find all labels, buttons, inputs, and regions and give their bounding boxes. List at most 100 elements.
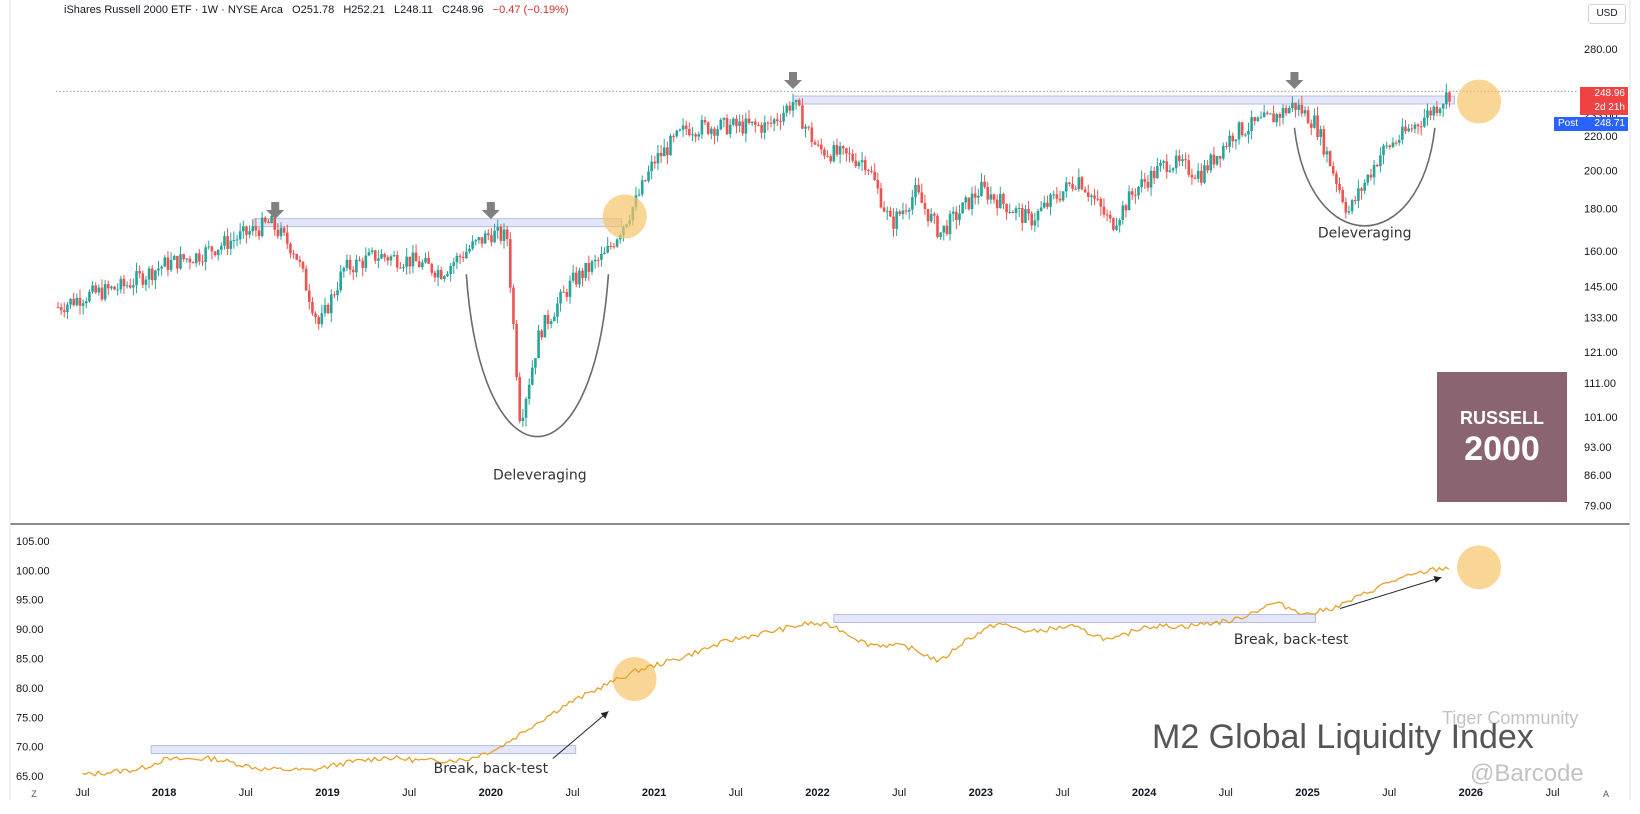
candle-body	[157, 268, 160, 271]
candle-body	[882, 207, 886, 212]
close-value: 248.96	[449, 4, 484, 16]
price-pane: Deleveraging Deleveraging	[9, 0, 1631, 800]
candle-body	[681, 125, 685, 130]
candle-body	[1140, 179, 1143, 188]
candle-body	[1448, 92, 1451, 102]
candle-body	[1250, 117, 1253, 132]
candle-body	[1215, 156, 1219, 165]
candle-body	[640, 180, 644, 195]
auto-scale-button[interactable]: A	[1602, 789, 1609, 799]
candle-body	[1313, 115, 1316, 128]
candle-body	[757, 124, 760, 126]
liquidity-tick-label: 65.00	[16, 771, 44, 783]
candle-body	[1193, 177, 1197, 179]
candle-body	[1413, 124, 1417, 129]
price-tick-label: 101.00	[1584, 412, 1618, 424]
candle-body	[1168, 170, 1172, 172]
low-value: 248.11	[400, 4, 433, 16]
candle-body	[948, 213, 952, 235]
currency-button[interactable]: USD	[1588, 4, 1626, 24]
candle-body	[106, 284, 110, 289]
arrow-2	[1340, 576, 1442, 609]
consolidation-zone-2	[833, 614, 1317, 623]
candle-body	[1372, 164, 1376, 178]
candle-body	[829, 156, 832, 162]
candle-body	[615, 239, 619, 247]
time-axis: Jul 2018 Jul 2019 Jul 2020 Jul 2021 Jul 2022 Jul 20…	[75, 787, 1559, 799]
candle-body	[782, 112, 785, 122]
russell-label-line1: RUSSELL	[1459, 408, 1544, 428]
candle-body	[188, 258, 192, 263]
candle-body	[147, 268, 151, 280]
candle-body	[383, 254, 386, 258]
candle-body	[1287, 107, 1291, 114]
price-tick-label: 133.00	[1584, 313, 1618, 325]
highlight-circle-1-1	[602, 194, 647, 239]
candle-body	[920, 192, 924, 203]
candle-body	[1407, 128, 1410, 132]
russell-label-line2: 2000	[1464, 430, 1540, 468]
candle-body	[860, 160, 864, 163]
candle-body	[1212, 154, 1216, 165]
candle-body	[612, 246, 616, 248]
candle-body	[367, 252, 371, 256]
candle-body	[421, 262, 424, 268]
zoom-reset-button[interactable]: Z	[31, 789, 37, 799]
annotation-break-backtest: Break, back-test	[1234, 632, 1349, 648]
candle-body	[198, 253, 201, 262]
candle-body	[973, 193, 977, 198]
candle-body	[320, 313, 324, 325]
candle-body	[1275, 114, 1279, 123]
price-tick-label: 79.00	[1584, 501, 1612, 513]
time-tick-label: Jul	[1382, 787, 1396, 799]
candle-body	[465, 251, 468, 259]
candle-body	[317, 317, 321, 325]
candle-body	[1369, 174, 1373, 178]
candle-body	[1096, 198, 1099, 200]
candle-body	[251, 226, 255, 232]
candle-body	[804, 126, 807, 129]
candle-body	[364, 255, 368, 268]
price-tick-label: 160.00	[1584, 246, 1618, 258]
candle-body	[879, 188, 883, 208]
candle-body	[1011, 211, 1015, 214]
candle-body	[885, 210, 889, 212]
candle-body	[141, 273, 145, 285]
candle-body	[596, 259, 600, 261]
time-tick-label: Jul	[402, 787, 416, 799]
candle-body	[527, 384, 531, 399]
candle-body	[1102, 206, 1106, 215]
candle-body	[1244, 134, 1247, 136]
candle-body	[1366, 174, 1370, 183]
candle-body	[854, 160, 858, 167]
arrow-1-head	[600, 711, 609, 719]
price-tick-label: 111.00	[1584, 378, 1616, 390]
countdown-badge: 2d 21h	[1580, 101, 1628, 115]
highlight-circle-2-1	[612, 657, 657, 702]
candle-body	[311, 301, 314, 314]
candle-body	[1303, 110, 1307, 114]
candle-body	[1357, 188, 1360, 201]
candle-body	[348, 259, 352, 270]
candle-body	[84, 301, 88, 304]
candle-body	[477, 237, 481, 241]
candle-body	[91, 285, 94, 292]
candle-body	[270, 215, 273, 224]
candle-body	[1200, 170, 1203, 183]
highlight-circle-1-2	[1457, 79, 1501, 124]
candle-body	[606, 245, 609, 253]
candle-body	[898, 211, 902, 215]
candle-body	[785, 105, 789, 113]
low-label: L	[393, 4, 401, 16]
candle-body	[807, 126, 811, 128]
candle-body	[1253, 117, 1257, 122]
candle-body	[276, 229, 280, 237]
candle-body	[716, 129, 719, 136]
candle-body	[1297, 104, 1301, 110]
candle-body	[728, 124, 732, 135]
candle-body	[587, 262, 591, 272]
candle-body	[1316, 115, 1319, 137]
candle-body	[242, 226, 245, 232]
candle-body	[351, 269, 355, 273]
candle-body	[1306, 110, 1310, 124]
